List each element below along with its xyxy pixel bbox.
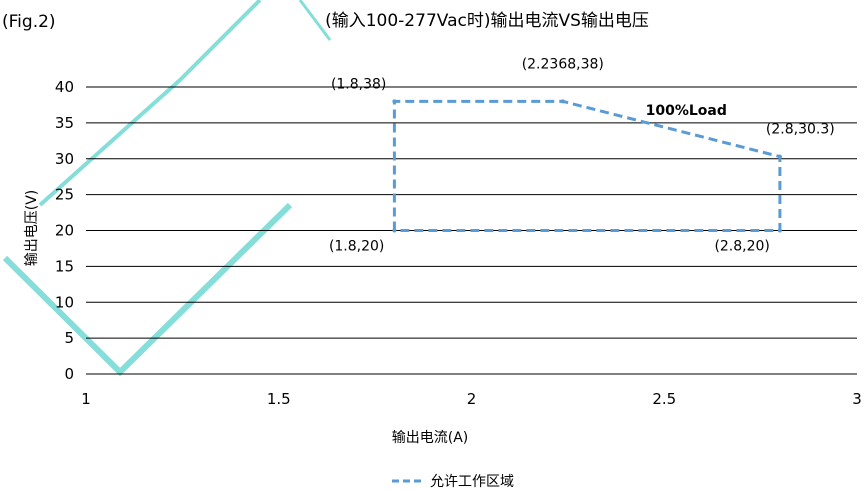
- series-layer: [392, 99, 782, 233]
- data-point: [777, 154, 782, 159]
- x-tick-label: 3: [852, 390, 862, 408]
- y-tick-label: 10: [55, 293, 74, 311]
- y-tick-label: 30: [55, 150, 74, 168]
- data-point: [777, 228, 782, 233]
- y-axis-ticks: 0 5 10 15 20 25 30 35 40: [55, 78, 74, 383]
- annotation-label: (2.8,30.3): [766, 122, 835, 138]
- data-point: [392, 99, 397, 104]
- x-tick-label: 2: [467, 390, 477, 408]
- annotation-label: (2.8,20): [714, 239, 769, 255]
- data-point: [392, 228, 397, 233]
- y-tick-label: 5: [64, 329, 74, 347]
- series-line-0: [392, 99, 782, 232]
- x-tick-label: 2.5: [652, 390, 676, 408]
- x-axis-label: 输出电流(A): [392, 430, 469, 446]
- y-tick-label: 15: [55, 257, 74, 275]
- annotation-label: (2.2368,38): [522, 56, 604, 72]
- figure-label: (Fig.2): [2, 12, 56, 32]
- data-point: [560, 99, 565, 104]
- legend-label: 允许工作区域: [430, 474, 514, 490]
- legend: 允许工作区域: [392, 474, 514, 490]
- annotation-label: 100%Load: [646, 103, 727, 119]
- y-axis-label: 输出电压(V): [24, 190, 40, 267]
- x-tick-label: 1: [81, 390, 91, 408]
- watermark-stroke: [298, 0, 332, 41]
- annotation-label: (1.8,20): [329, 239, 384, 255]
- y-tick-label: 20: [55, 222, 74, 240]
- y-tick-label: 40: [55, 78, 74, 96]
- watermark: [2, 0, 332, 377]
- annotations: (1.8,38) (2.2368,38) 100%Load (2.8,30.3) (1.…: [329, 56, 835, 254]
- x-tick-label: 1.5: [267, 390, 291, 408]
- y-tick-label: 0: [64, 365, 74, 383]
- x-axis-ticks: 1 1.5 2 2.5 3: [81, 390, 862, 408]
- y-tick-label: 25: [55, 186, 74, 204]
- watermark-stroke: [2, 202, 293, 377]
- y-tick-label: 35: [55, 114, 74, 132]
- watermark-stroke: [38, 0, 262, 207]
- chart-title: (输入100-277Vac时)输出电流VS输出电压: [325, 11, 649, 31]
- annotation-label: (1.8,38): [331, 76, 386, 92]
